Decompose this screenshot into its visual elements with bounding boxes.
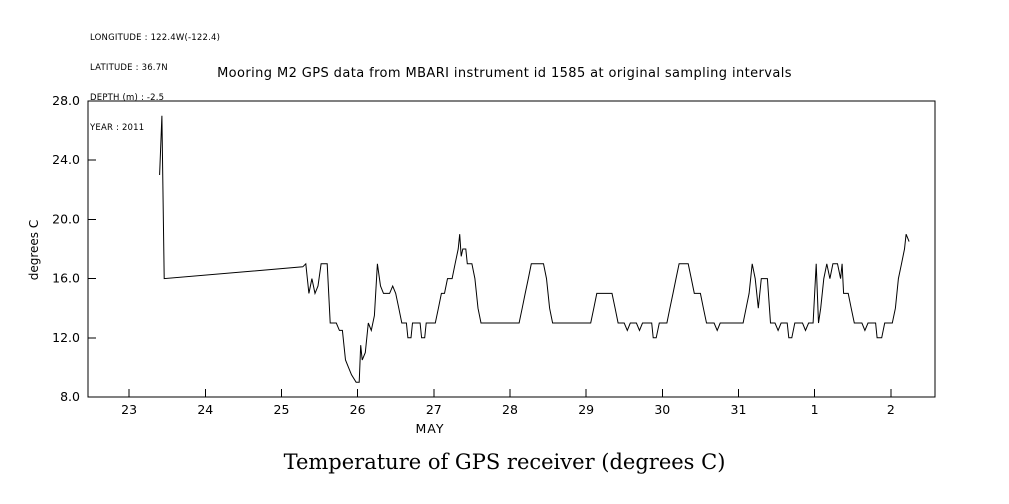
metadata-latitude: LATITUDE : 36.7N [90, 63, 168, 73]
x-tick-label: 28 [502, 402, 518, 417]
x-tick-label: 25 [274, 402, 290, 417]
y-tick-label: 24.0 [52, 152, 80, 167]
x-tick-label: 29 [578, 402, 594, 417]
x-tick-label: 1 [811, 402, 819, 417]
x-tick-label: 27 [426, 402, 442, 417]
y-tick-label: 28.0 [52, 93, 80, 108]
x-axis-month-label: MAY [415, 421, 445, 436]
x-tick-label: 23 [121, 402, 137, 417]
metadata-longitude: LONGITUDE : 122.4W(-122.4) [90, 33, 221, 43]
station-metadata: LONGITUDE : 122.4W(-122.4) LATITUDE : 36… [90, 13, 220, 153]
y-tick-label: 8.0 [60, 389, 80, 404]
metadata-depth: DEPTH (m) : -2.5 [90, 93, 165, 103]
x-tick-label: 30 [654, 402, 670, 417]
y-tick-label: 16.0 [52, 271, 80, 286]
y-tick-label: 20.0 [52, 211, 80, 226]
y-tick-label: 12.0 [52, 330, 80, 345]
x-tick-label: 24 [197, 402, 213, 417]
x-tick-label: 31 [731, 402, 747, 417]
x-tick-label: 2 [887, 402, 895, 417]
temperature-line [159, 115, 910, 383]
plot-border [87, 100, 936, 398]
metadata-year: YEAR : 2011 [90, 123, 145, 133]
chart-title: Mooring M2 GPS data from MBARI instrumen… [217, 66, 792, 81]
x-tick-label: 26 [350, 402, 366, 417]
figure-caption: Temperature of GPS receiver (degrees C) [283, 450, 726, 474]
